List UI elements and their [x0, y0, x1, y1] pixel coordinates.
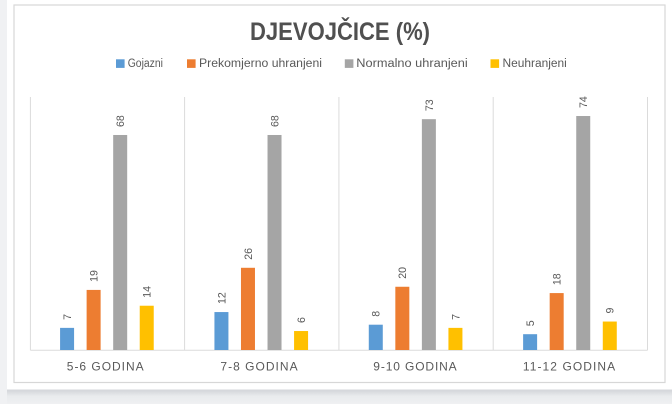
svg-text:68: 68: [269, 115, 281, 127]
svg-text:Neuhranjeni: Neuhranjeni: [503, 58, 567, 70]
svg-text:68: 68: [115, 115, 127, 127]
svg-text:5: 5: [525, 320, 537, 326]
svg-text:11-12 GODINA: 11-12 GODINA: [523, 360, 615, 374]
svg-text:8: 8: [371, 311, 383, 317]
svg-text:6: 6: [296, 317, 308, 323]
svg-text:Prekomjerno uhranjeni: Prekomjerno uhranjeni: [199, 58, 322, 70]
svg-text:19: 19: [89, 270, 101, 282]
svg-text:Normalno uhranjeni: Normalno uhranjeni: [356, 58, 467, 70]
svg-text:DJEVOJČICE (%): DJEVOJČICE (%): [250, 16, 430, 46]
svg-text:7-8 GODINA: 7-8 GODINA: [220, 360, 297, 374]
svg-text:12: 12: [216, 292, 228, 304]
svg-text:74: 74: [578, 96, 590, 108]
svg-text:18: 18: [552, 273, 564, 285]
svg-text:9-10 GODINA: 9-10 GODINA: [373, 360, 456, 374]
svg-text:26: 26: [243, 248, 255, 260]
svg-text:Gojazni: Gojazni: [128, 58, 163, 70]
svg-text:5-6 GODINA: 5-6 GODINA: [67, 360, 144, 374]
svg-text:7: 7: [62, 314, 74, 320]
svg-text:14: 14: [142, 286, 154, 298]
svg-text:73: 73: [424, 99, 436, 111]
svg-text:20: 20: [397, 267, 409, 279]
svg-text:7: 7: [450, 314, 462, 320]
svg-text:9: 9: [605, 308, 617, 314]
